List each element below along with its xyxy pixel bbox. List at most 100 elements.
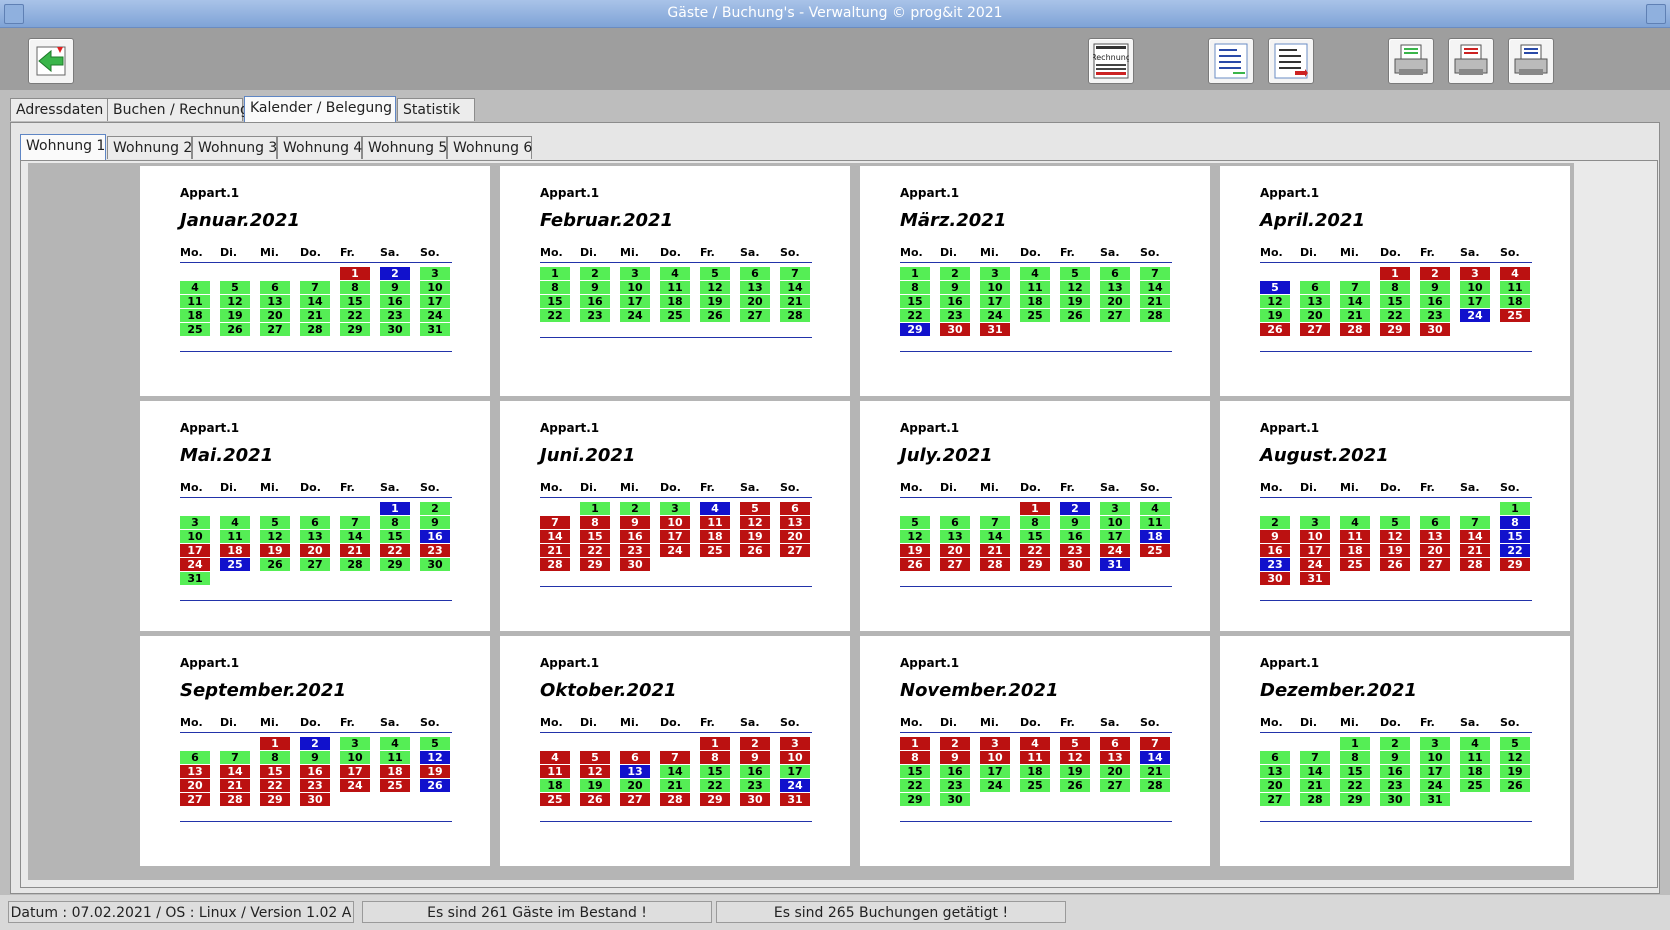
- day-booked[interactable]: 21: [980, 544, 1010, 557]
- day-free[interactable]: 10: [980, 281, 1010, 294]
- day-free[interactable]: 10: [420, 281, 450, 294]
- day-free[interactable]: 28: [340, 558, 370, 571]
- day-booked[interactable]: 7: [540, 516, 570, 529]
- print-blue-button[interactable]: [1508, 38, 1554, 84]
- day-booked[interactable]: 28: [980, 558, 1010, 571]
- day-booked[interactable]: 18: [1340, 544, 1370, 557]
- day-booked[interactable]: 20: [780, 530, 810, 543]
- day-booked[interactable]: 11: [540, 765, 570, 778]
- day-free[interactable]: 20: [1260, 779, 1290, 792]
- day-arrival[interactable]: 1: [380, 502, 410, 515]
- day-free[interactable]: 19: [1060, 295, 1090, 308]
- day-free[interactable]: 26: [220, 323, 250, 336]
- day-free[interactable]: 7: [1300, 751, 1330, 764]
- day-booked[interactable]: 23: [300, 779, 330, 792]
- day-booked[interactable]: 3: [1460, 267, 1490, 280]
- day-booked[interactable]: 10: [1300, 530, 1330, 543]
- day-booked[interactable]: 31: [980, 323, 1010, 336]
- day-booked[interactable]: 30: [300, 793, 330, 806]
- day-booked[interactable]: 25: [1340, 558, 1370, 571]
- day-booked[interactable]: 11: [1340, 530, 1370, 543]
- day-booked[interactable]: 6: [780, 502, 810, 515]
- day-booked[interactable]: 30: [620, 558, 650, 571]
- day-free[interactable]: 18: [540, 779, 570, 792]
- day-booked[interactable]: 5: [1060, 737, 1090, 750]
- day-free[interactable]: 5: [1380, 516, 1410, 529]
- day-arrival[interactable]: 4: [700, 502, 730, 515]
- day-free[interactable]: 5: [900, 516, 930, 529]
- day-free[interactable]: 8: [1020, 516, 1050, 529]
- day-booked[interactable]: 17: [340, 765, 370, 778]
- day-free[interactable]: 16: [1060, 530, 1090, 543]
- day-free[interactable]: 11: [380, 751, 410, 764]
- day-free[interactable]: 13: [260, 295, 290, 308]
- day-free[interactable]: 19: [220, 309, 250, 322]
- day-booked[interactable]: 19: [260, 544, 290, 557]
- day-booked[interactable]: 27: [180, 793, 210, 806]
- day-free[interactable]: 23: [940, 779, 970, 792]
- day-booked[interactable]: 20: [1420, 544, 1450, 557]
- day-booked[interactable]: 28: [1340, 323, 1370, 336]
- day-free[interactable]: 26: [1060, 779, 1090, 792]
- day-booked[interactable]: 1: [260, 737, 290, 750]
- day-booked[interactable]: 30: [1260, 572, 1290, 585]
- day-free[interactable]: 21: [1300, 779, 1330, 792]
- list-report-button[interactable]: [1208, 38, 1254, 84]
- day-free[interactable]: 9: [1420, 281, 1450, 294]
- day-free[interactable]: 21: [780, 295, 810, 308]
- print-red-button[interactable]: [1448, 38, 1494, 84]
- day-free[interactable]: 4: [180, 281, 210, 294]
- day-free[interactable]: 22: [340, 309, 370, 322]
- day-free[interactable]: 4: [380, 737, 410, 750]
- day-free[interactable]: 3: [1300, 516, 1330, 529]
- day-free[interactable]: 2: [1260, 516, 1290, 529]
- day-arrival[interactable]: 2: [1060, 502, 1090, 515]
- day-free[interactable]: 8: [260, 751, 290, 764]
- day-arrival[interactable]: 2: [300, 737, 330, 750]
- day-free[interactable]: 8: [340, 281, 370, 294]
- day-booked[interactable]: 21: [1460, 544, 1490, 557]
- day-booked[interactable]: 19: [900, 544, 930, 557]
- day-booked[interactable]: 2: [1420, 267, 1450, 280]
- day-free[interactable]: 30: [380, 323, 410, 336]
- day-free[interactable]: 18: [180, 309, 210, 322]
- day-booked[interactable]: 19: [1380, 544, 1410, 557]
- day-booked[interactable]: 28: [220, 793, 250, 806]
- day-free[interactable]: 26: [1060, 309, 1090, 322]
- day-booked[interactable]: 6: [1100, 737, 1130, 750]
- day-free[interactable]: 23: [580, 309, 610, 322]
- day-free[interactable]: 3: [340, 737, 370, 750]
- day-free[interactable]: 11: [1460, 751, 1490, 764]
- day-booked[interactable]: 8: [580, 516, 610, 529]
- day-booked[interactable]: 23: [1060, 544, 1090, 557]
- day-free[interactable]: 23: [1420, 309, 1450, 322]
- day-arrival[interactable]: 8: [1500, 516, 1530, 529]
- day-booked[interactable]: 18: [220, 544, 250, 557]
- day-free[interactable]: 21: [1140, 765, 1170, 778]
- day-free[interactable]: 3: [180, 516, 210, 529]
- day-free[interactable]: 17: [620, 295, 650, 308]
- day-free[interactable]: 6: [1300, 281, 1330, 294]
- day-free[interactable]: 17: [420, 295, 450, 308]
- day-booked[interactable]: 12: [1380, 530, 1410, 543]
- day-free[interactable]: 3: [1420, 737, 1450, 750]
- day-free[interactable]: 3: [1100, 502, 1130, 515]
- day-free[interactable]: 30: [940, 793, 970, 806]
- day-booked[interactable]: 16: [1260, 544, 1290, 557]
- day-booked[interactable]: 27: [1300, 323, 1330, 336]
- day-booked[interactable]: 28: [1460, 558, 1490, 571]
- day-free[interactable]: 6: [1100, 267, 1130, 280]
- day-booked[interactable]: 22: [380, 544, 410, 557]
- day-free[interactable]: 5: [260, 516, 290, 529]
- day-arrival[interactable]: 31: [1100, 558, 1130, 571]
- day-free[interactable]: 9: [1380, 751, 1410, 764]
- day-booked[interactable]: 31: [780, 793, 810, 806]
- day-booked[interactable]: 16: [300, 765, 330, 778]
- day-booked[interactable]: 29: [580, 558, 610, 571]
- list-export-button[interactable]: [1268, 38, 1314, 84]
- day-free[interactable]: 27: [1100, 779, 1130, 792]
- day-booked[interactable]: 6: [620, 751, 650, 764]
- back-button[interactable]: [28, 38, 74, 84]
- day-booked[interactable]: 29: [1380, 323, 1410, 336]
- day-booked[interactable]: 9: [620, 516, 650, 529]
